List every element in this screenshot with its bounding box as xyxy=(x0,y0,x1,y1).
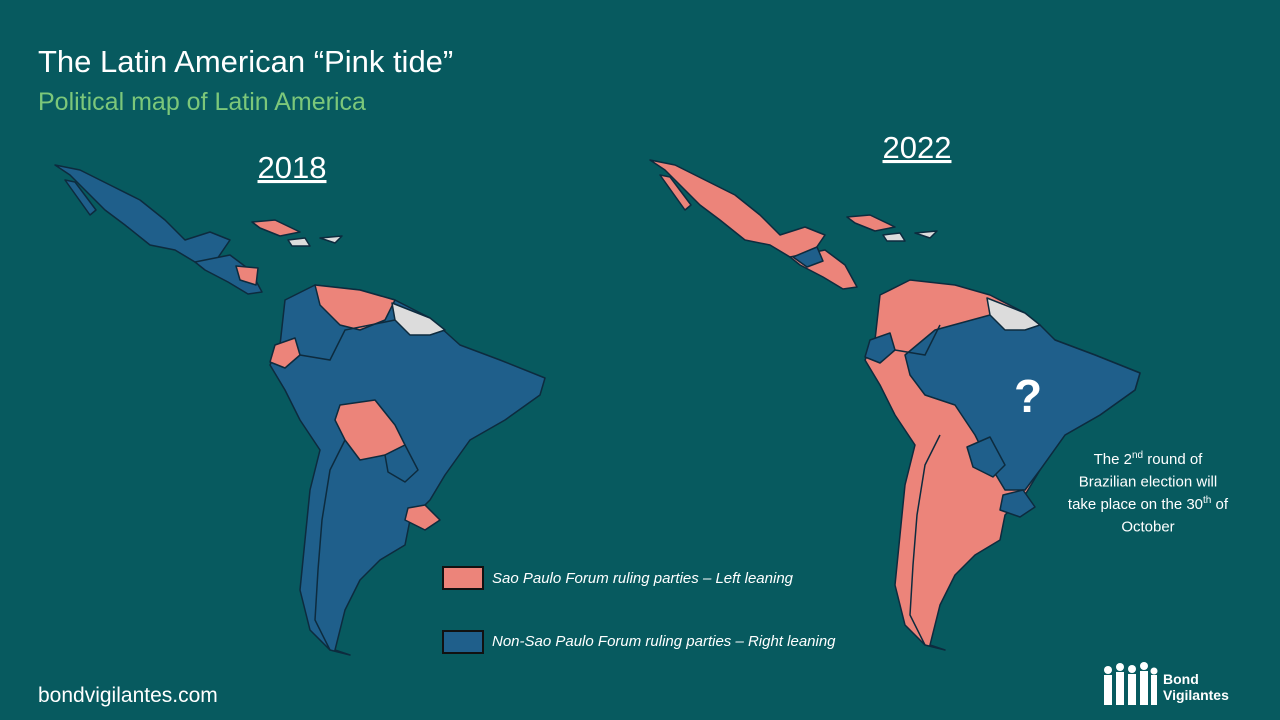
hispaniola xyxy=(882,232,906,242)
guatemala xyxy=(792,246,824,268)
annotation-text: of xyxy=(1211,496,1229,513)
uruguay xyxy=(999,489,1036,518)
cuba xyxy=(251,219,301,237)
legend-swatch xyxy=(442,566,484,590)
paraguay xyxy=(966,436,1006,478)
baja xyxy=(64,179,97,216)
annotation-line: take place on the 30th of xyxy=(1068,495,1229,513)
border xyxy=(299,319,396,361)
footer: bondvigilantes.com xyxy=(38,684,218,707)
nicaragua xyxy=(235,265,259,286)
logo-text: Vigilantes xyxy=(1163,687,1229,703)
annotation-line: The 2nd round of xyxy=(1094,450,1204,468)
logo-figures xyxy=(1104,662,1158,705)
cuba xyxy=(846,214,896,232)
ecuador xyxy=(269,337,301,369)
superscript: th xyxy=(1203,495,1211,506)
baja xyxy=(659,174,692,211)
border xyxy=(314,439,346,651)
annotation-line: October xyxy=(1121,519,1174,536)
border xyxy=(894,324,941,356)
guianas xyxy=(986,297,1041,331)
annotation-text: October xyxy=(1121,519,1174,536)
puerto-rico xyxy=(914,230,938,239)
subtitle: Political map of Latin America xyxy=(38,88,366,116)
paraguay xyxy=(384,444,419,483)
central-america xyxy=(194,254,263,295)
title: The Latin American “Pink tide” xyxy=(38,44,453,79)
annotation-line: Brazilian election will xyxy=(1079,474,1217,491)
brazil xyxy=(904,314,1141,491)
puerto-rico xyxy=(319,235,343,244)
map-label: 2018 xyxy=(258,150,327,185)
legend-swatch xyxy=(442,630,484,654)
legend-label: Sao Paulo Forum ruling parties – Left le… xyxy=(492,570,794,587)
legend-label: Non-Sao Paulo Forum ruling parties – Rig… xyxy=(492,633,836,650)
hispaniola xyxy=(287,237,311,247)
logo-text: Bond xyxy=(1163,671,1199,687)
border xyxy=(909,434,941,646)
annotation-text: Brazilian election will xyxy=(1079,474,1217,491)
map-label: 2022 xyxy=(883,130,952,165)
superscript: nd xyxy=(1132,450,1143,461)
annotation-text: round of xyxy=(1143,451,1203,468)
annotation-text: The 2 xyxy=(1094,451,1132,468)
uruguay xyxy=(404,504,441,531)
map-2022 xyxy=(649,159,1141,651)
annotation-text: take place on the 30 xyxy=(1068,496,1203,513)
map-2018 xyxy=(54,164,546,656)
annotation: The 2nd round of Brazilian election will t… xyxy=(1068,450,1229,536)
ecuador xyxy=(864,332,896,364)
question-mark: ? xyxy=(1014,370,1042,422)
